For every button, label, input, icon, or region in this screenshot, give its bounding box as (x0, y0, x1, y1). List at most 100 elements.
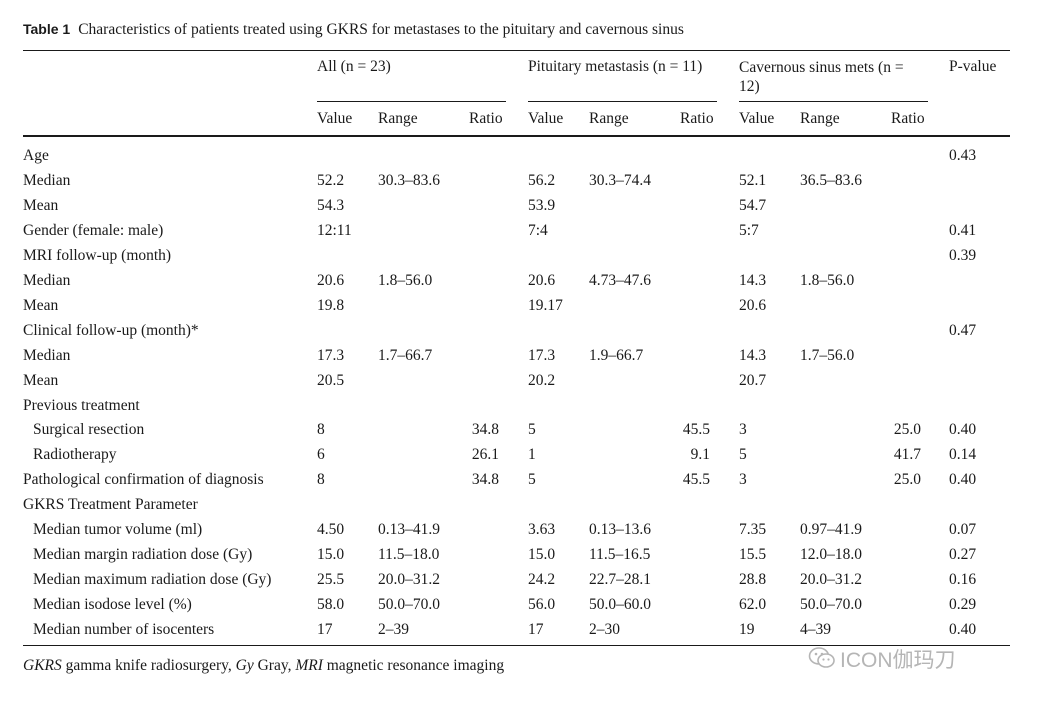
table-cell: 50.0–70.0 (800, 596, 862, 614)
table-cell: 0.43 (949, 147, 977, 164)
table-cell: 0.27 (949, 546, 977, 564)
table-cell: 50.0–60.0 (589, 596, 651, 614)
row-label: Previous treatment (23, 396, 140, 414)
row-label: Median margin radiation dose (Gy) (33, 546, 253, 564)
table-cell: 0.13–41.9 (378, 521, 440, 539)
group-rule-all (317, 101, 506, 102)
header-bottom-rule (23, 135, 1010, 137)
row-label: MRI follow-up (month) (23, 246, 172, 264)
table-cell: 5 (528, 471, 536, 489)
row-label: Mean (23, 371, 59, 389)
header-cavernous: Cavernous sinus mets (n = 12) (739, 59, 904, 95)
table-cell: 58.0 (317, 596, 345, 614)
table-cell: 53.9 (528, 196, 556, 214)
table-cell: 20.2 (528, 371, 556, 389)
footnote-def-mri: magnetic resonance imaging (322, 657, 505, 674)
table-cell: 14.3 (739, 346, 767, 364)
header-pvalue: P-value (949, 58, 997, 75)
table-cell: 19.8 (317, 296, 345, 314)
wechat-icon (808, 646, 836, 676)
table-cell: 20.7 (739, 371, 767, 389)
table-cell: 19 (739, 621, 755, 639)
row-label: GKRS Treatment Parameter (23, 496, 198, 514)
table-cell: 0.14 (949, 446, 977, 464)
table-cell: 34.8 (471, 471, 499, 489)
table-cell: 0.40 (949, 621, 977, 639)
table-cell: 3 (739, 471, 747, 489)
table-cell: 30.3–83.6 (378, 171, 440, 189)
table-cell: 41.7 (893, 446, 921, 464)
table-cell: 3 (739, 421, 747, 439)
table-cell: 0.07 (949, 521, 977, 539)
table-cell: 45.5 (682, 421, 710, 439)
table-cell: 30.3–74.4 (589, 171, 651, 189)
table-cell: 17.3 (317, 346, 345, 364)
top-rule (23, 50, 1010, 51)
footnote-abbr-gkrs: GKRS (23, 657, 62, 674)
table-cell: 54.7 (739, 196, 767, 214)
table-cell: 50.0–70.0 (378, 596, 440, 614)
subheader-value: Value (317, 110, 353, 127)
subheader-ratio: Ratio (891, 110, 925, 127)
row-label: Radiotherapy (33, 446, 117, 464)
row-label: Mean (23, 196, 59, 214)
footnote-abbr-mri: MRI (295, 657, 323, 674)
table-cell: 15.0 (528, 546, 556, 564)
table-label: Table 1 (23, 21, 71, 37)
subheader-range: Range (589, 110, 629, 127)
table-cell: 0.16 (949, 571, 977, 589)
watermark: ICON伽玛刀 (808, 644, 956, 676)
footnote-def-gkrs: gamma knife radiosurgery, (61, 657, 236, 674)
table-cell: 56.2 (528, 171, 556, 189)
table-cell: 8 (317, 421, 325, 439)
subheader-value: Value (739, 110, 775, 127)
table-cell: 14.3 (739, 271, 767, 289)
header-all: All (n = 23) (317, 58, 391, 75)
table-cell: 20.0–31.2 (800, 571, 862, 589)
row-label: Median maximum radiation dose (Gy) (33, 571, 272, 589)
table-caption: Table 1 Characteristics of patients treat… (23, 21, 684, 39)
table-cell: 20.0–31.2 (378, 571, 440, 589)
table-cell: 36.5–83.6 (800, 171, 862, 189)
table-cell: 0.97–41.9 (800, 521, 862, 539)
bottom-rule (23, 645, 1010, 646)
table-cell: 0.39 (949, 246, 977, 264)
row-label: Median (23, 346, 71, 364)
table-cell: 0.40 (949, 471, 977, 489)
table-cell: 0.29 (949, 596, 977, 614)
table-cell: 56.0 (528, 596, 556, 614)
table-cell: 17 (528, 621, 544, 639)
subheader-ratio: Ratio (469, 110, 503, 127)
table-cell: 26.1 (471, 446, 499, 464)
table-cell: 20.5 (317, 371, 345, 389)
table-cell: 1 (528, 446, 536, 464)
table-cell: 25.0 (893, 471, 921, 489)
row-label: Age (23, 147, 49, 164)
row-label: Surgical resection (33, 421, 145, 439)
table-footnote: GKRS gamma knife radiosurgery, Gy Gray, … (23, 657, 504, 675)
table-cell: 1.8–56.0 (378, 271, 433, 289)
row-label: Median tumor volume (ml) (33, 521, 203, 539)
table-cell: 1.7–66.7 (378, 346, 433, 364)
table-cell: 15.0 (317, 546, 345, 564)
row-label: Median isodose level (%) (33, 596, 192, 614)
header-pituitary: Pituitary metastasis (n = 11) (528, 58, 703, 75)
table-cell: 0.47 (949, 321, 977, 339)
table-cell: 45.5 (682, 471, 710, 489)
table-cell: 15.5 (739, 546, 767, 564)
row-label: Median number of isocenters (33, 621, 215, 639)
footnote-def-gy: Gray, (253, 657, 296, 674)
row-label: Gender (female: male) (23, 221, 164, 239)
table-cell: 12.0–18.0 (800, 546, 862, 564)
table-cell: 20.6 (528, 271, 556, 289)
table-cell: 5 (528, 421, 536, 439)
table-cell: 4.50 (317, 521, 345, 539)
table-cell: 20.6 (317, 271, 345, 289)
subheader-range: Range (378, 110, 418, 127)
table-cell: 34.8 (471, 421, 499, 439)
table-cell: 0.13–13.6 (589, 521, 651, 539)
subheader-value: Value (528, 110, 564, 127)
table-cell: 7.35 (739, 521, 767, 539)
table-cell: 0.41 (949, 221, 977, 239)
table-title: Characteristics of patients treated usin… (78, 21, 684, 38)
